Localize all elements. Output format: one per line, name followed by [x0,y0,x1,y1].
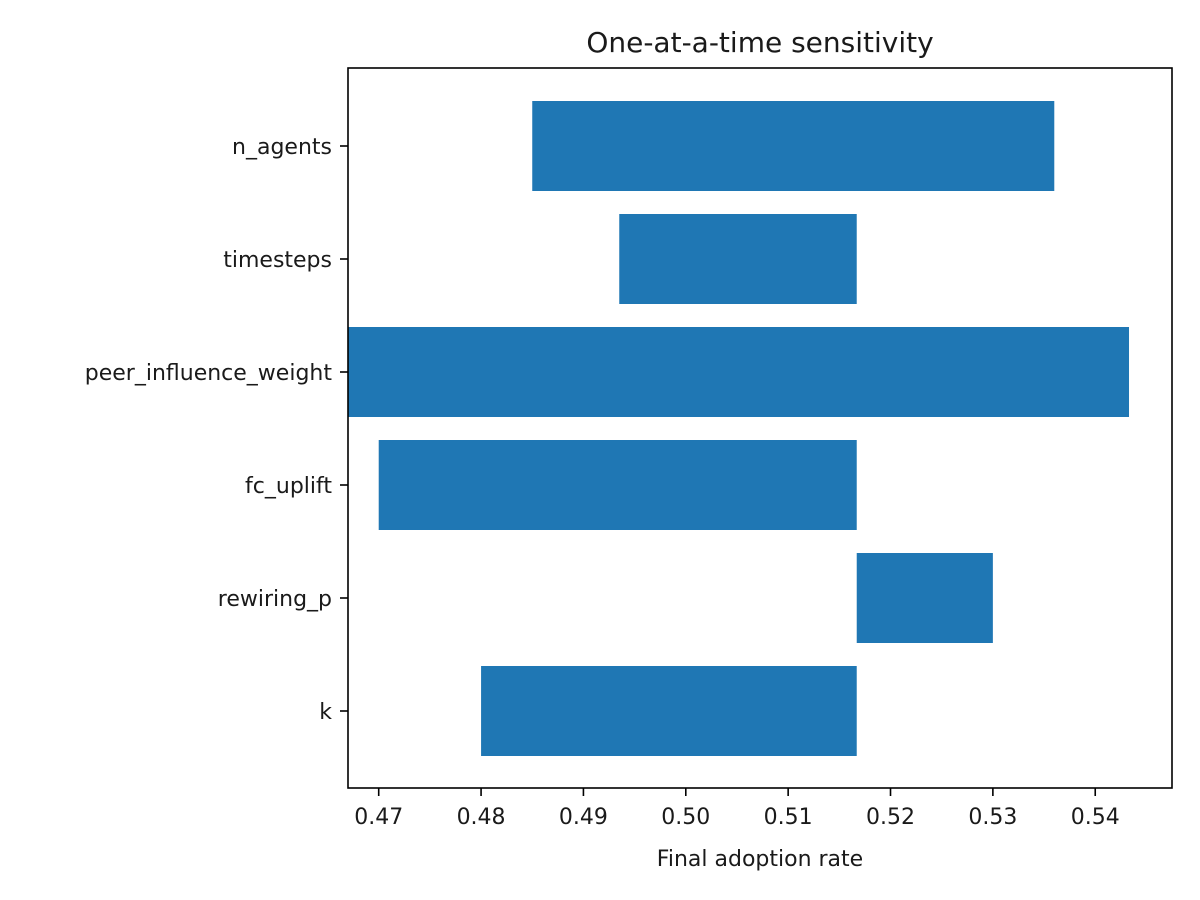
chart-title: One-at-a-time sensitivity [586,26,933,59]
plot-frame [347,67,1173,789]
bars-layer [348,101,1130,756]
x-tick-label: 0.47 [354,805,403,830]
y-tick-label: fc_uplift [245,474,332,499]
x-tick-label: 0.49 [559,805,608,830]
x-axis-label: Final adoption rate [657,847,863,872]
y-tick-label: timesteps [223,248,332,273]
bar-fc-uplift [378,440,857,530]
x-tick-label: 0.53 [968,805,1017,830]
y-tick-label: n_agents [232,135,332,160]
y-tick-label: k [319,700,332,725]
x-tick-label: 0.52 [866,805,915,830]
x-tick-label: 0.48 [457,805,506,830]
bar-rewiring-p [856,553,993,643]
y-axis: n_agents timesteps peer_influence_weightfc… [85,135,348,725]
bar-n-agents [532,101,1055,191]
x-axis: 0.47 0.48 0.49 0.50 0.51 0.52 0.53 0.54 [354,788,1120,830]
x-tick-label: 0.50 [661,805,710,830]
x-tick-label: 0.51 [764,805,813,830]
y-tick-label: rewiring_p [218,587,332,612]
bar-timesteps [619,214,857,304]
bar-k [481,666,857,756]
bar-peer-influence-weight [348,327,1130,417]
y-tick-label: peer_influence_weight [85,361,333,386]
x-tick-label: 0.54 [1071,805,1120,830]
